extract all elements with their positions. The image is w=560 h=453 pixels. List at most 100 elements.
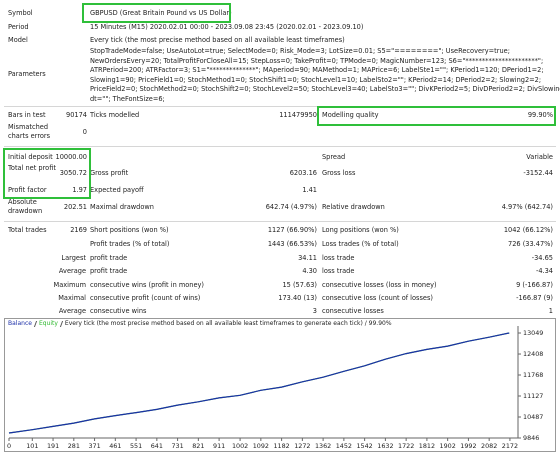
row-value: 2169 — [70, 226, 87, 234]
y-tick-label: 11127 — [523, 392, 543, 400]
row-value: 1443 (66.53%) — [267, 240, 317, 248]
row-value: 0 — [82, 128, 87, 136]
separator — [4, 221, 556, 222]
row-value: -3152.44 — [523, 169, 553, 177]
row-value: 111479950 — [279, 111, 317, 119]
row-label: consecutive wins — [90, 307, 147, 315]
row-label: consecutive profit (count of wins) — [90, 294, 201, 302]
x-tick-label: 1362 — [315, 442, 331, 450]
row-label: Maximal — [58, 294, 86, 302]
row-value: -34.65 — [531, 254, 553, 262]
row-label: consecutive losses (loss in money) — [322, 281, 437, 289]
row-label: Profit trades (% of total) — [90, 240, 170, 248]
row-value: 1042 (66.12%) — [503, 226, 553, 234]
parameter-line: StopTradeMode=false; UseAutoLot=true; Se… — [90, 47, 510, 55]
parameter-line: ATRPeriod=200; ATRFactor=3; S1="********… — [90, 66, 544, 75]
x-tick-label: 2082 — [481, 442, 497, 450]
row-label: Absolute drawdown — [8, 198, 43, 215]
row-value: 99.90% — [527, 111, 553, 119]
x-tick-label: 1632 — [377, 442, 393, 450]
y-tick-label: 12408 — [523, 350, 543, 358]
x-tick-label: 911 — [213, 442, 225, 450]
field-label: Period — [8, 23, 29, 31]
x-tick-label: 461 — [109, 442, 121, 450]
row-label: Short positions (won %) — [90, 226, 169, 234]
balance-chart: 9846 10487 11127 11768 12408 13049 0 101 191 281 3… — [4, 318, 556, 452]
x-tick-label: 1452 — [336, 442, 352, 450]
x-tick-label: 1002 — [232, 442, 248, 450]
x-tick-label: 821 — [192, 442, 204, 450]
row-value: 642.74 (4.97%) — [265, 203, 317, 211]
row-value: -166.87 (9) — [516, 294, 553, 302]
x-tick-label: 1272 — [294, 442, 310, 450]
row-value: -4.34 — [535, 267, 553, 275]
legend-separator — [33, 320, 38, 327]
row-value: Variable — [526, 153, 553, 161]
field-label: Symbol — [8, 9, 33, 17]
row-label: consecutive loss (count of losses) — [322, 294, 433, 302]
y-tick-label: 10487 — [523, 413, 543, 421]
separator — [4, 106, 556, 107]
row-value: 34.11 — [298, 254, 317, 262]
x-tick-label: 1902 — [440, 442, 456, 450]
highlight-box — [317, 106, 556, 126]
x-tick-label: 1092 — [253, 442, 269, 450]
row-value: 4.30 — [302, 267, 317, 275]
row-label: Total net profit — [8, 164, 56, 172]
row-label: Spread — [322, 153, 346, 161]
highlight-box — [82, 3, 231, 23]
x-tick-label: 551 — [130, 442, 142, 450]
x-tick-label: 0 — [7, 442, 11, 450]
parameter-line: dt=""; TheFontSize=6; — [90, 95, 165, 103]
row-value: 6203.16 — [289, 169, 317, 177]
x-tick-label: 101 — [26, 442, 38, 450]
legend-text: Every tick (the most precise method base… — [64, 320, 392, 327]
row-value: 1127 (66.90%) — [267, 226, 317, 234]
x-tick-label: 371 — [88, 442, 100, 450]
row-label: profit trade — [90, 254, 128, 262]
row-value: 10000.00 — [55, 153, 87, 161]
field-value: Every tick (the most precise method base… — [90, 36, 345, 44]
highlight-box — [3, 148, 91, 199]
x-tick-label: 1812 — [419, 442, 435, 450]
y-tick-label: 9846 — [523, 434, 539, 442]
x-tick-label: 191 — [47, 442, 59, 450]
x-tick-label: 281 — [68, 442, 80, 450]
row-label: Long positions (won %) — [322, 226, 399, 234]
row-value: 1 — [548, 307, 553, 315]
x-tick-label: 731 — [171, 442, 183, 450]
row-label: Loss trades (% of total) — [322, 240, 399, 248]
parameter-line: PriceField2=0; StochMethod2=0; StochShif… — [90, 85, 560, 94]
row-value: 202.51 — [63, 203, 87, 211]
field-label: Parameters — [8, 70, 46, 78]
field-label: Model — [8, 36, 28, 44]
row-value: 4.97% (642.74) — [501, 203, 553, 211]
row-value: 15 (57.63) — [282, 281, 317, 289]
legend-entry: Equity — [38, 320, 58, 327]
separator — [4, 146, 556, 147]
row-label: Gross loss — [322, 169, 356, 177]
row-label: loss trade — [322, 254, 355, 262]
row-label: consecutive wins (profit in money) — [90, 281, 205, 289]
row-value: 3 — [312, 307, 317, 315]
row-label: Average — [58, 267, 86, 275]
row-value: 1.97 — [72, 186, 87, 194]
row-label: consecutive losses — [322, 307, 384, 315]
series-line — [8, 332, 510, 434]
x-tick-label: 1992 — [460, 442, 476, 450]
x-tick-label: 1542 — [356, 442, 372, 450]
row-value: 3050.72 — [59, 169, 87, 177]
row-label: Initial deposit — [8, 153, 53, 161]
legend-separator — [59, 320, 64, 327]
row-label: loss trade — [322, 267, 355, 275]
x-tick-label: 2172 — [502, 442, 518, 450]
row-label: Expected payoff — [90, 186, 144, 194]
row-label: Total trades — [8, 226, 47, 234]
row-value: 9 (-166.87) — [516, 281, 553, 289]
parameter-line: Slowing1=90; PriceField1=0; StochMethod1… — [90, 75, 542, 84]
chart-frame — [4, 318, 556, 452]
row-label: profit trade — [90, 267, 128, 275]
field-value: 15 Minutes (M15) 2020.02.01 00:00 - 2023… — [90, 23, 364, 31]
row-label: Maximum — [53, 281, 87, 289]
row-label: Modelling quality — [322, 111, 379, 119]
